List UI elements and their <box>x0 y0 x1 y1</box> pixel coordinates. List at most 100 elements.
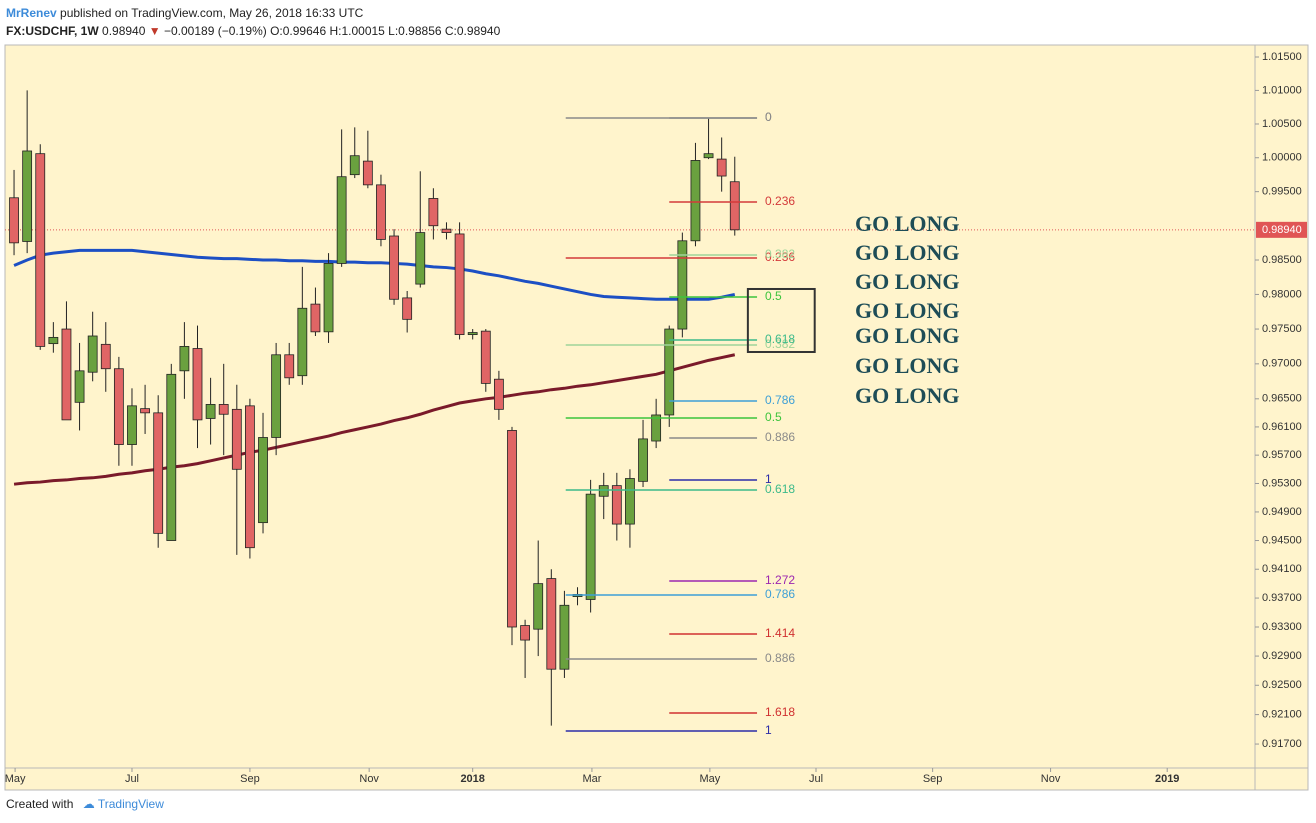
fib-label: 1 <box>765 472 772 486</box>
candle-body <box>127 405 137 445</box>
y-tick-label: 0.95300 <box>1262 477 1302 489</box>
y-tick-label: 0.92100 <box>1262 709 1302 721</box>
candle-body <box>87 335 98 373</box>
candle-body <box>441 228 452 233</box>
y-tick-label: 0.94500 <box>1262 534 1302 546</box>
candle-body <box>651 414 662 442</box>
fib-label: 0.236 <box>765 250 795 264</box>
chart: 1.01500 1.01000 1.00500 1.00000 0.99500 0.985… <box>4 44 1309 791</box>
y-tick-label: 0.98000 <box>1262 288 1302 300</box>
y-tick-label: 0.93300 <box>1262 621 1302 633</box>
fib-label: 0.786 <box>765 587 795 601</box>
candle-body <box>376 184 386 240</box>
last-price-box <box>1256 221 1307 238</box>
candle-body <box>218 404 229 415</box>
candle-body <box>22 150 33 242</box>
fib-label: 0.618 <box>765 482 795 496</box>
candle-body <box>192 348 203 421</box>
candle-body <box>297 307 308 377</box>
candle-body <box>245 405 255 549</box>
candle-body <box>231 408 242 470</box>
fib-label: 0.5 <box>765 289 782 303</box>
y-tick-label: 0.98500 <box>1262 254 1302 266</box>
candle-body <box>507 430 517 628</box>
candle-body <box>74 370 85 403</box>
candle-body <box>585 493 596 600</box>
y-tick-label: 0.99500 <box>1262 186 1302 198</box>
symbol: FX:USDCHF, 1W <box>6 24 99 38</box>
candle-body <box>480 330 491 384</box>
candle-body <box>520 625 531 641</box>
y-tick-label: 0.93700 <box>1262 592 1302 604</box>
fib-label: 1.272 <box>765 573 795 587</box>
x-tick-label: May <box>699 773 720 785</box>
fib-label: 0.618 <box>765 332 795 346</box>
moving-average <box>13 248 736 301</box>
candle-body <box>546 578 557 670</box>
y-tick-label: 0.96100 <box>1262 421 1302 433</box>
brand[interactable]: ☁ TradingView <box>82 797 164 811</box>
y-tick-label: 0.92500 <box>1262 679 1302 691</box>
candle-body <box>625 478 635 525</box>
change: −0.00189 (−0.19%) <box>163 24 267 38</box>
candle-body <box>48 336 59 345</box>
line1: MrRenev published on TradingView.com, Ma… <box>6 4 500 22</box>
x-tick-label: Sep <box>240 773 260 785</box>
y-tick-label: 1.01000 <box>1262 84 1302 96</box>
y-tick-label: 1.00500 <box>1262 118 1302 130</box>
footer: Created with ☁ TradingView <box>6 797 164 811</box>
candle-body <box>415 232 426 285</box>
candle-body <box>336 176 347 264</box>
candle-body <box>467 332 478 336</box>
y-tick-label: 0.94100 <box>1262 563 1302 575</box>
fib-label: 0.236 <box>765 194 795 208</box>
candle-body <box>454 233 465 336</box>
last-price-label: 0.98940 <box>1262 224 1302 236</box>
candle-body <box>100 343 111 370</box>
x-tick-label: Sep <box>923 773 943 785</box>
last: 0.98940 <box>102 24 146 38</box>
candle-body <box>349 155 360 176</box>
ohlc: O:0.99646 H:1.00015 L:0.98856 C:0.98940 <box>270 24 501 38</box>
fib-label: 0 <box>765 110 772 124</box>
candle-body <box>677 240 688 330</box>
candle-body <box>61 328 72 421</box>
author[interactable]: MrRenev <box>6 6 57 20</box>
y-tick-label: 0.95700 <box>1262 449 1302 461</box>
arrow: ▼ <box>148 24 161 38</box>
candle-body <box>258 437 268 524</box>
candle-body <box>402 297 413 320</box>
fib-label: 1 <box>765 723 772 737</box>
y-tick-label: 0.94900 <box>1262 506 1302 518</box>
brand-text: TradingView <box>97 797 164 811</box>
fib-label: 0 <box>765 110 772 124</box>
y-tick-label: 0.96500 <box>1262 393 1302 405</box>
candle-body <box>703 153 714 159</box>
candle-body <box>271 354 282 438</box>
candle-body <box>113 368 124 445</box>
candle-body <box>638 438 648 482</box>
y-tick-label: 1.01500 <box>1262 51 1302 63</box>
candle-body <box>533 583 544 630</box>
candle-body <box>493 378 504 410</box>
annotation: GO LONG <box>855 353 960 378</box>
created: Created with <box>6 797 74 811</box>
candle-body <box>389 235 399 300</box>
x-tick-label: Nov <box>1041 773 1061 785</box>
candle-body <box>166 373 177 541</box>
y-tick-label: 0.92900 <box>1262 650 1302 662</box>
annotation: GO LONG <box>855 298 960 323</box>
x-tick-label: 2018 <box>460 773 484 785</box>
fib-label: 0.5 <box>765 410 782 424</box>
candle-body <box>284 354 295 379</box>
candle-body <box>153 412 164 534</box>
header: MrRenev published on TradingView.com, Ma… <box>6 4 500 40</box>
x-tick-label: Nov <box>359 773 379 785</box>
y-tick-label: 0.97500 <box>1262 323 1302 335</box>
fib-label: 1.618 <box>765 705 795 719</box>
annotation: GO LONG <box>855 240 960 265</box>
candle-body <box>9 197 19 244</box>
annotation: GO LONG <box>855 269 960 294</box>
x-tick-label: 2019 <box>1155 773 1179 785</box>
candle-body <box>323 263 334 333</box>
